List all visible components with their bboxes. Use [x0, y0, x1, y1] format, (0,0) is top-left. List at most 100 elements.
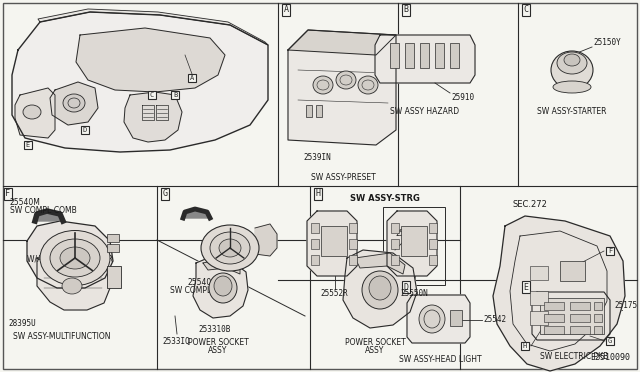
Text: POWER SOCKET: POWER SOCKET: [188, 338, 248, 347]
Bar: [530, 311, 548, 325]
Bar: [383, 207, 445, 285]
Text: 2539IN: 2539IN: [303, 154, 331, 163]
Ellipse shape: [358, 76, 378, 94]
Bar: [530, 266, 548, 280]
Text: 25542: 25542: [483, 315, 506, 324]
Text: B: B: [173, 92, 177, 98]
Polygon shape: [255, 224, 277, 256]
Bar: [540, 298, 604, 334]
Text: F: F: [608, 248, 612, 254]
Text: G: G: [608, 338, 612, 344]
Bar: [530, 291, 548, 305]
Bar: [107, 234, 119, 242]
Text: 25331Q: 25331Q: [395, 229, 423, 238]
Polygon shape: [193, 258, 248, 318]
Text: C: C: [524, 6, 529, 15]
Bar: [391, 255, 399, 265]
Text: A: A: [284, 6, 289, 15]
Bar: [349, 239, 357, 249]
Bar: [594, 326, 602, 334]
Text: SEC.272: SEC.272: [513, 200, 547, 209]
Text: H: H: [523, 343, 527, 349]
Text: SW ASSY-PRESET: SW ASSY-PRESET: [310, 173, 376, 182]
Text: E2510090: E2510090: [590, 353, 630, 362]
Text: 25550N: 25550N: [400, 289, 428, 298]
Text: H: H: [316, 189, 321, 199]
Text: SW COMPL-COMB: SW COMPL-COMB: [10, 206, 77, 215]
Polygon shape: [203, 258, 240, 274]
Ellipse shape: [210, 232, 250, 264]
Polygon shape: [387, 211, 437, 276]
Text: E: E: [524, 282, 529, 292]
Bar: [107, 266, 121, 288]
Text: B: B: [403, 6, 408, 15]
Ellipse shape: [62, 278, 82, 294]
Bar: [349, 255, 357, 265]
Bar: [450, 310, 462, 326]
Text: ASSY: ASSY: [365, 346, 385, 355]
Bar: [405, 43, 414, 68]
Bar: [401, 226, 427, 256]
Bar: [544, 302, 564, 310]
Text: D: D: [83, 127, 87, 133]
Text: D: D: [403, 282, 408, 292]
Polygon shape: [288, 30, 396, 145]
Ellipse shape: [313, 76, 333, 94]
Ellipse shape: [219, 239, 241, 257]
Ellipse shape: [40, 231, 110, 285]
Bar: [107, 244, 119, 252]
Ellipse shape: [369, 276, 391, 300]
Bar: [321, 226, 347, 256]
Ellipse shape: [557, 52, 587, 74]
Text: SW ASSY-MULTIFUNCTION: SW ASSY-MULTIFUNCTION: [13, 332, 111, 341]
Bar: [544, 314, 564, 322]
Text: ASSY: ASSY: [208, 346, 228, 355]
Polygon shape: [12, 12, 268, 152]
Text: C: C: [150, 92, 154, 98]
Text: 25552R: 25552R: [320, 289, 348, 298]
Polygon shape: [38, 9, 268, 45]
Text: F: F: [6, 189, 10, 199]
Ellipse shape: [50, 239, 100, 277]
Bar: [594, 314, 602, 322]
Ellipse shape: [419, 305, 445, 333]
Text: SW COMPL-COMB: SW COMPL-COMB: [170, 286, 236, 295]
Bar: [391, 239, 399, 249]
Text: SW ASSY-HEAD LIGHT: SW ASSY-HEAD LIGHT: [399, 355, 481, 364]
Polygon shape: [76, 28, 225, 92]
Text: 25175: 25175: [614, 301, 637, 311]
Polygon shape: [375, 35, 475, 83]
Ellipse shape: [564, 54, 580, 66]
Bar: [420, 43, 429, 68]
Text: G: G: [163, 189, 168, 199]
Polygon shape: [307, 211, 357, 276]
Bar: [311, 223, 319, 233]
Text: A: A: [190, 75, 194, 81]
Polygon shape: [35, 211, 63, 221]
Ellipse shape: [23, 105, 41, 119]
Bar: [570, 302, 590, 310]
Polygon shape: [532, 292, 610, 340]
Bar: [450, 43, 459, 68]
Text: 25540M: 25540M: [10, 198, 41, 207]
Polygon shape: [37, 258, 110, 310]
Text: SW ASSY HAZARD: SW ASSY HAZARD: [390, 107, 460, 116]
Bar: [306, 105, 312, 117]
Text: SW ASSY-STARTER: SW ASSY-STARTER: [537, 107, 607, 116]
Text: POWER SOCKET: POWER SOCKET: [344, 338, 405, 347]
Text: SW ASSY-STRG: SW ASSY-STRG: [350, 194, 420, 203]
Polygon shape: [15, 88, 55, 138]
Text: 25150Y: 25150Y: [593, 38, 621, 47]
Ellipse shape: [553, 81, 591, 93]
Ellipse shape: [362, 271, 398, 309]
Text: 28395U: 28395U: [8, 320, 36, 328]
Bar: [429, 255, 437, 265]
Bar: [311, 239, 319, 249]
Polygon shape: [44, 240, 86, 258]
Bar: [429, 223, 437, 233]
Text: 25540H: 25540H: [188, 278, 218, 287]
Ellipse shape: [551, 51, 593, 89]
Bar: [594, 302, 602, 310]
Bar: [560, 261, 585, 281]
Polygon shape: [183, 209, 210, 218]
